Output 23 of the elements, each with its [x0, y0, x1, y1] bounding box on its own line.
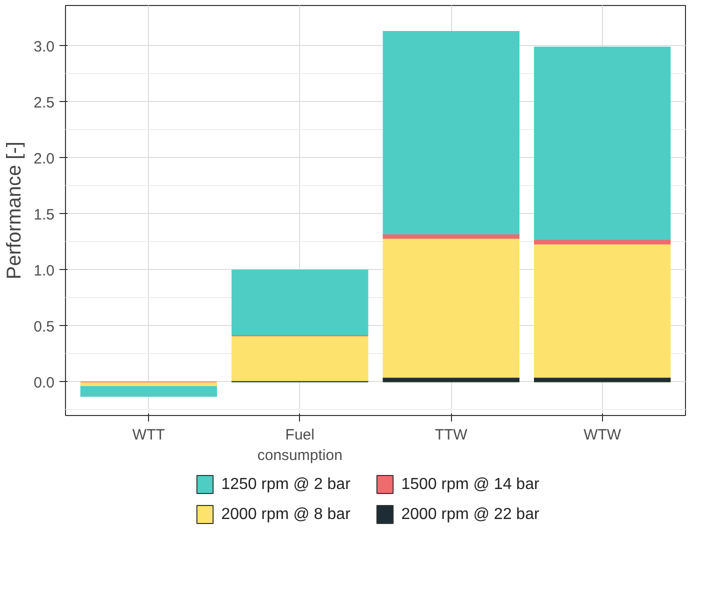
bar: [534, 244, 671, 378]
legend-label: 2000 rpm @ 8 bar: [221, 506, 352, 523]
y-tick-label: 0.5: [34, 318, 55, 336]
x-tick-label: WTT: [132, 426, 165, 444]
bar: [232, 270, 368, 336]
x-tick-label: Fuel consumption: [257, 426, 342, 464]
y-axis-title: Performance [-]: [4, 142, 26, 280]
y-tick-label: 1.5: [34, 206, 55, 224]
y-tick-label: 2.5: [34, 94, 55, 112]
bar: [382, 238, 520, 378]
y-tick-label: 3.0: [34, 38, 55, 56]
legend-label: 2000 rpm @ 22 bar: [401, 506, 540, 523]
bar: [232, 336, 368, 382]
bar: [534, 46, 671, 240]
x-tick-label: WTW: [584, 426, 622, 444]
x-tick-label: TTW: [434, 426, 468, 444]
bar: [382, 30, 520, 234]
y-tick-label: 1.0: [34, 262, 55, 280]
y-tick-label: 2.0: [34, 150, 55, 168]
legend-label: 1250 rpm @ 2 bar: [221, 476, 352, 493]
bar: [80, 386, 218, 397]
y-tick-label: 0.0: [34, 374, 55, 392]
legend-label: 1500 rpm @ 14 bar: [401, 476, 540, 493]
